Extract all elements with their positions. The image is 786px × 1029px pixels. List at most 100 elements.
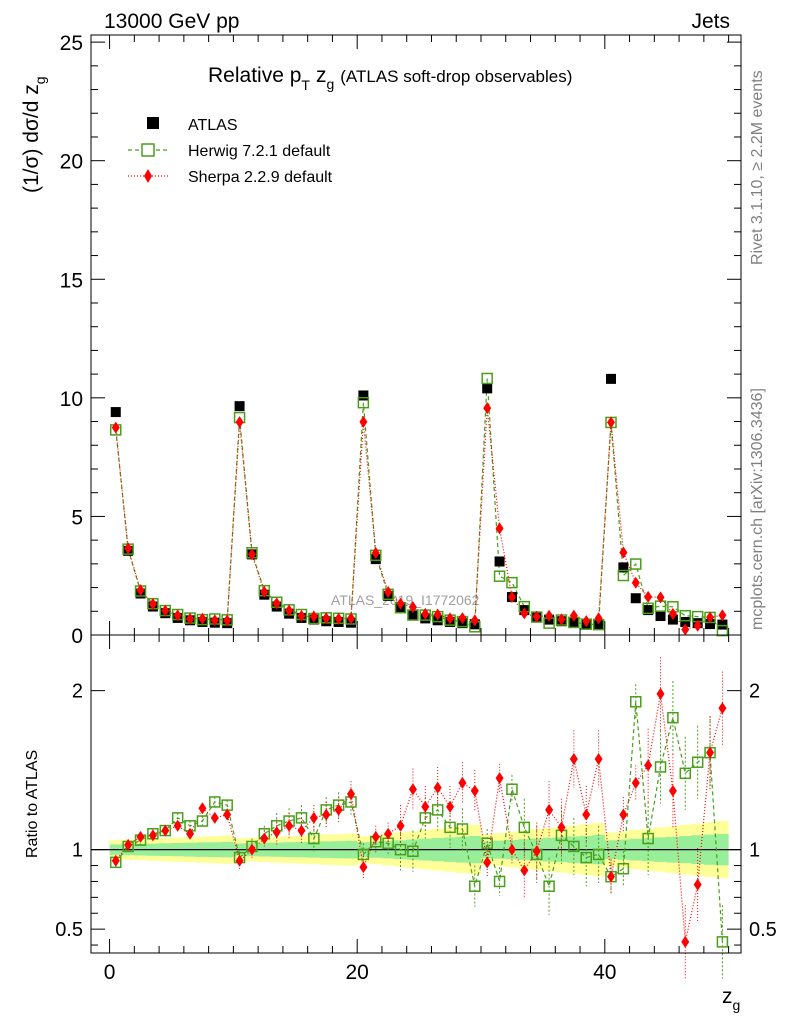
sherpa-ratio-point	[458, 776, 467, 789]
herwig-ratio-point	[407, 845, 419, 857]
sherpa-point	[470, 614, 479, 627]
sherpa-ratio-point	[396, 819, 405, 832]
herwig-ratio-point	[679, 767, 692, 780]
sherpa-ratio-point	[607, 870, 615, 883]
sherpa-ratio-point	[483, 856, 492, 869]
herwig-ratio-point	[394, 843, 407, 856]
herwig-ratio-point	[630, 696, 642, 708]
sherpa-ratio-point	[322, 808, 331, 821]
sherpa-point	[582, 615, 591, 628]
sherpa-point	[557, 613, 566, 626]
atlas-point	[606, 373, 616, 384]
sherpa-point	[173, 609, 182, 622]
header-right: Jets	[691, 10, 730, 33]
sherpa-point	[223, 614, 232, 627]
herwig-ratio-point	[518, 821, 531, 834]
sherpa-point	[322, 612, 331, 625]
herwig-ratio-point	[431, 804, 444, 816]
sherpa-ratio-point	[297, 824, 306, 837]
herwig-ratio-point	[481, 837, 493, 850]
x-tick-label: 20	[346, 961, 369, 984]
sherpa-ratio-point	[235, 854, 244, 867]
sherpa-ratio-point	[223, 808, 232, 821]
sherpa-ratio-point	[359, 861, 368, 874]
sherpa-ratio-point	[198, 802, 207, 815]
sherpa-ratio-point	[347, 788, 355, 800]
chart-title: Relative pT zg (ATLAS soft-drop observable…	[208, 64, 572, 93]
herwig-ratio-point	[444, 821, 456, 834]
herwig-ratio-point	[691, 756, 704, 768]
sherpa-ratio-point	[619, 808, 628, 821]
atlas-point	[705, 619, 716, 630]
main-y-tick-label: 5	[71, 506, 83, 529]
herwig-ratio-point	[617, 862, 630, 875]
main-y-tick-label: 0	[71, 625, 83, 648]
sherpa-ratio-point	[260, 832, 269, 845]
header-left: 13000 GeV pp	[104, 10, 239, 33]
sherpa-point	[285, 604, 294, 617]
sherpa-ratio-point	[111, 854, 120, 867]
sherpa-ratio-point	[136, 830, 145, 843]
sherpa-point	[631, 576, 640, 589]
sherpa-point	[421, 607, 430, 620]
sherpa-ratio-point	[718, 702, 727, 715]
sherpa-ratio-point	[557, 821, 566, 834]
ratio-y-tick-label: 0.5	[55, 919, 83, 941]
rivet-version: Rivet 3.1.10, ≥ 2.2M events	[749, 70, 766, 265]
sherpa-ratio-point	[706, 746, 715, 759]
herwig-ratio-point	[382, 837, 394, 850]
sherpa-ratio-point	[545, 803, 554, 816]
atlas-point	[643, 605, 654, 616]
atlas-point	[593, 619, 604, 630]
atlas-point	[110, 407, 121, 418]
herwig-ratio-point	[716, 936, 729, 948]
sherpa-point	[569, 609, 578, 622]
x-tick-label: 40	[593, 961, 616, 984]
sherpa-ratio-point	[656, 687, 665, 700]
sherpa-point	[124, 542, 133, 555]
sherpa-point	[161, 604, 170, 617]
herwig-ratio-line	[115, 701, 723, 942]
herwig-ratio-point	[506, 783, 518, 795]
herwig-point	[642, 602, 654, 615]
sherpa-point	[446, 612, 455, 625]
sherpa-ratio-point	[384, 827, 393, 840]
sherpa-point	[532, 610, 541, 623]
legend-sherpa: Sherpa 2.2.9 default	[188, 169, 333, 186]
sherpa-ratio-point	[285, 819, 294, 832]
watermark: ATLAS_2019_I1772062	[331, 592, 480, 608]
sherpa-ratio-point	[408, 783, 417, 796]
herwig-ratio-point	[654, 761, 667, 773]
sherpa-ratio-point	[470, 784, 479, 797]
sherpa-ratio-point	[693, 878, 702, 891]
herwig-ratio-point	[209, 796, 221, 808]
sherpa-point	[111, 421, 120, 434]
atlas-point	[568, 617, 579, 628]
herwig-point	[716, 624, 729, 637]
main-y-tick-label: 20	[60, 151, 83, 174]
sherpa-point	[371, 547, 380, 560]
sherpa-point	[247, 548, 256, 561]
herwig-ratio-point	[469, 880, 481, 892]
herwig-ratio-point	[568, 840, 580, 853]
sherpa-ratio-point	[507, 843, 516, 856]
legend: ATLAS Herwig 7.2.1 default Sherpa 2.2.9 …	[128, 117, 333, 186]
atlas-point	[655, 611, 666, 622]
legend-atlas: ATLAS	[188, 117, 238, 134]
sherpa-point	[186, 612, 195, 625]
herwig-ratio-point	[642, 832, 654, 845]
herwig-ratio-point	[419, 812, 432, 824]
sherpa-point	[408, 601, 417, 614]
legend-atlas-marker	[147, 117, 159, 129]
ratio-axis-label: Ratio to ATLAS	[24, 750, 41, 858]
ratio-y-tick-label-right: 1	[749, 840, 760, 862]
atlas-point	[358, 390, 369, 401]
herwig-ratio-point	[196, 815, 209, 827]
sherpa-point	[458, 612, 467, 625]
mcplots-citation: mcplots.cern.ch [arXiv:1306.3436]	[749, 388, 766, 630]
sherpa-point	[297, 609, 306, 622]
sherpa-ratio-point	[272, 826, 281, 839]
sherpa-ratio-point	[148, 829, 157, 842]
sherpa-ratio-point	[631, 776, 640, 789]
sherpa-point	[148, 597, 157, 610]
